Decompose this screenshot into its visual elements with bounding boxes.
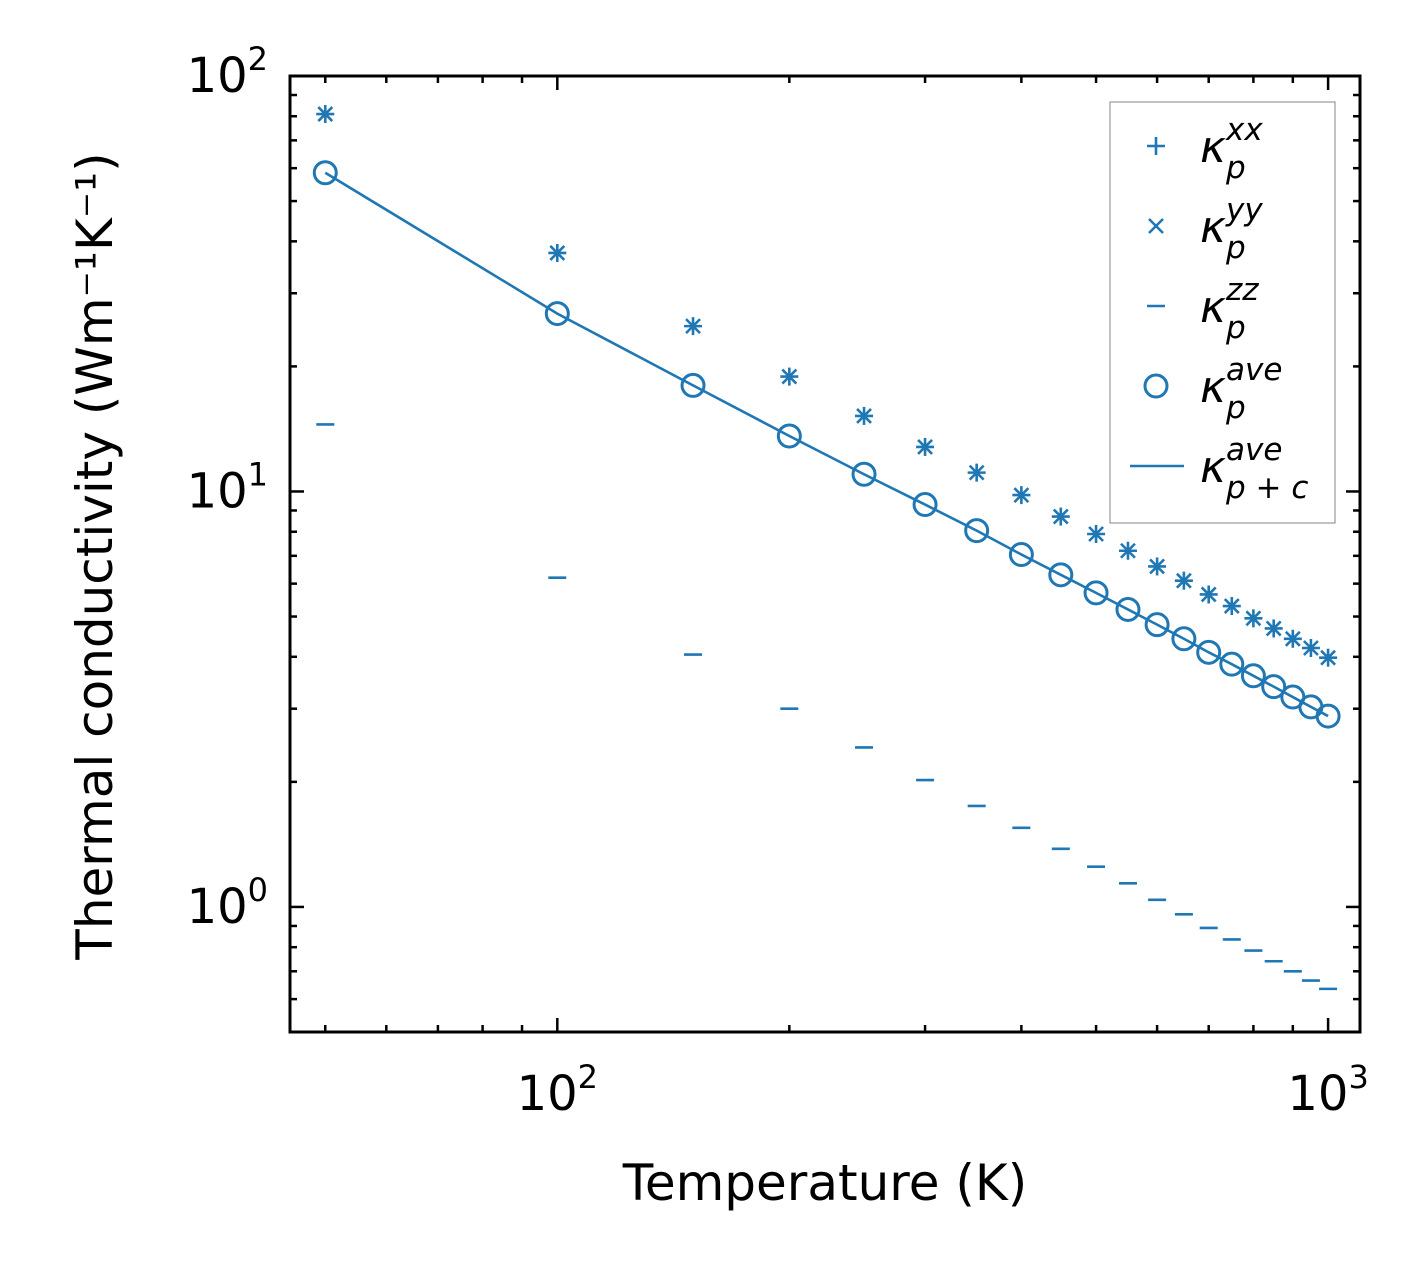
y-tick-label: 100 — [187, 871, 268, 935]
data-point-yy — [917, 439, 933, 455]
series-zz — [316, 423, 1338, 991]
legend-label-yy: κyy p — [1200, 192, 1263, 266]
data-point-yy — [549, 245, 566, 261]
data-point-yy — [1088, 526, 1104, 542]
data-point-yy — [781, 368, 798, 385]
legend-label-ave: κave p — [1200, 352, 1282, 426]
series-ave_pc — [324, 171, 1329, 718]
y-tick-label: 102 — [187, 40, 268, 104]
data-point-ave — [912, 492, 938, 518]
data-point-ave — [1083, 580, 1109, 606]
data-point-yy — [1120, 542, 1136, 559]
data-point-ave — [1315, 703, 1341, 729]
data-point-ave — [851, 461, 877, 487]
plot-frame — [288, 74, 1362, 1034]
legend-swatch-ave — [1143, 373, 1169, 399]
x-axis-label: Temperature (K) — [622, 1154, 1027, 1212]
legend-label-zz: κzz p — [1200, 272, 1259, 346]
data-point-yy — [317, 106, 334, 122]
data-point-yy — [1223, 598, 1240, 614]
data-point-ave — [1196, 639, 1222, 665]
series-line-ave_pc — [324, 171, 1329, 718]
data-point-yy — [1013, 487, 1030, 504]
legend-swatch-xx — [1147, 137, 1165, 155]
data-point-ave — [544, 301, 570, 327]
data-point-ave — [1008, 542, 1034, 568]
data-point-ave — [1240, 663, 1266, 689]
data-point-ave — [1261, 674, 1287, 700]
y-axis-label: Thermal conductivity (Wm⁻¹K⁻¹) — [66, 152, 124, 960]
data-marks — [312, 105, 1341, 991]
data-point-ave — [1219, 651, 1245, 677]
data-point-ave — [1144, 612, 1170, 638]
data-point-yy — [1320, 649, 1337, 666]
x-tick-label: 103 — [1287, 1058, 1368, 1122]
data-point-ave — [312, 160, 338, 186]
data-point-ave — [964, 518, 990, 544]
legend-label-ave_pc: κave p + c — [1200, 432, 1308, 506]
data-point-yy — [1265, 620, 1282, 637]
data-point-yy — [1245, 610, 1262, 627]
x-tick-label: 102 — [517, 1058, 598, 1122]
data-point-ave — [1048, 562, 1074, 588]
data-point-yy — [856, 407, 872, 424]
data-point-yy — [685, 318, 701, 335]
data-point-yy — [968, 464, 985, 481]
legend-label-xx: κxx p — [1200, 112, 1263, 186]
series-yy — [317, 106, 1337, 666]
legend-box — [1109, 101, 1336, 524]
legend-swatch-yy — [1148, 218, 1164, 234]
data-point-ave — [776, 423, 802, 449]
y-tick-label: 101 — [187, 455, 268, 519]
series-ave — [312, 160, 1341, 729]
data-point-ave — [1115, 596, 1141, 622]
data-point-yy — [1149, 558, 1166, 575]
data-point-ave — [680, 372, 706, 398]
data-point-yy — [1284, 630, 1301, 647]
data-point-yy — [1175, 572, 1192, 589]
data-point-yy — [1200, 586, 1217, 603]
data-point-yy — [1303, 640, 1319, 656]
data-point-yy — [1052, 508, 1069, 525]
data-point-ave — [1171, 626, 1197, 652]
